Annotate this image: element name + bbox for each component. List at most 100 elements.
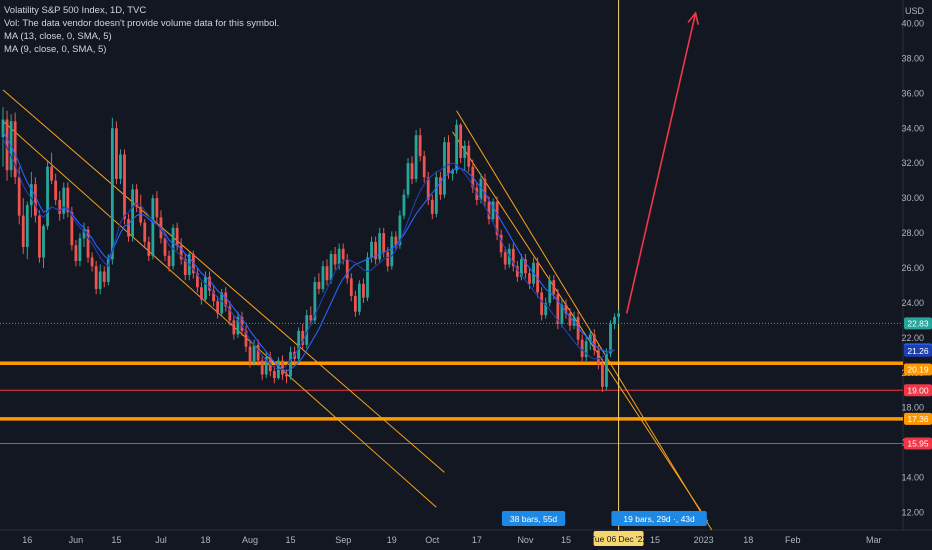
candle[interactable] (21, 198, 25, 255)
candle[interactable] (58, 191, 62, 221)
candle[interactable] (119, 149, 122, 185)
candle[interactable] (394, 231, 398, 251)
channel-1-lower[interactable] (2, 120, 437, 508)
candle[interactable] (568, 308, 572, 331)
candle[interactable] (511, 243, 515, 272)
candle[interactable] (272, 365, 276, 384)
candle[interactable] (94, 261, 98, 295)
candle[interactable] (548, 274, 552, 307)
candle[interactable] (42, 224, 45, 268)
candle[interactable] (487, 196, 491, 225)
candle[interactable] (139, 194, 143, 227)
candle[interactable] (183, 254, 187, 281)
candle[interactable] (609, 320, 612, 358)
candle[interactable] (491, 198, 495, 223)
candle[interactable] (426, 171, 430, 206)
candle[interactable] (499, 229, 503, 258)
candle[interactable] (62, 182, 66, 220)
candle[interactable] (439, 171, 442, 200)
candle[interactable] (524, 254, 527, 279)
arrow-shaft[interactable] (625, 12, 697, 314)
candle[interactable] (447, 135, 450, 179)
ma-9-line[interactable] (2, 138, 615, 370)
legend-ma-13[interactable]: MA (13, close, 0, SMA, 5) (4, 31, 112, 42)
candle[interactable] (374, 236, 377, 265)
candle[interactable] (378, 227, 382, 263)
candle[interactable] (410, 156, 414, 185)
candle[interactable] (358, 280, 361, 316)
candle[interactable] (244, 325, 248, 352)
candle[interactable] (317, 273, 321, 295)
candle[interactable] (418, 128, 422, 162)
candle[interactable] (196, 268, 199, 293)
candle[interactable] (232, 315, 236, 340)
channel-1-upper[interactable] (2, 89, 445, 473)
candle[interactable] (155, 191, 159, 223)
candle[interactable] (325, 259, 329, 286)
candle[interactable] (414, 130, 418, 183)
candle[interactable] (556, 288, 560, 330)
candle[interactable] (110, 117, 114, 265)
candle[interactable] (321, 261, 325, 293)
candle[interactable] (297, 327, 301, 363)
candle[interactable] (260, 355, 264, 380)
candle[interactable] (115, 121, 118, 185)
candle[interactable] (228, 301, 232, 326)
candle[interactable] (463, 140, 467, 171)
candle[interactable] (29, 171, 33, 218)
candle[interactable] (333, 247, 337, 270)
ma-13-line[interactable] (2, 131, 615, 372)
candle[interactable] (147, 236, 151, 262)
candle[interactable] (613, 313, 616, 330)
candle[interactable] (301, 323, 305, 351)
candle[interactable] (580, 334, 584, 363)
candle[interactable] (151, 194, 155, 260)
candle[interactable] (54, 173, 58, 206)
candle[interactable] (540, 287, 544, 321)
candle[interactable] (38, 210, 41, 263)
candle[interactable] (366, 252, 369, 302)
legend-volume[interactable]: Vol: The data vendor doesn't provide vol… (4, 18, 280, 29)
candle[interactable] (66, 182, 70, 218)
candle[interactable] (252, 339, 256, 366)
candle[interactable] (495, 196, 499, 241)
candle[interactable] (329, 250, 333, 284)
candle[interactable] (216, 295, 220, 319)
projection-arrow[interactable] (625, 11, 700, 314)
candle[interactable] (443, 137, 446, 199)
candle[interactable] (1, 107, 5, 167)
candle[interactable] (309, 306, 313, 326)
channel-2-lower[interactable] (452, 131, 709, 522)
candle[interactable] (212, 285, 215, 307)
legend-ma-9[interactable]: MA (9, close, 0, SMA, 5) (4, 44, 107, 55)
candle[interactable] (25, 201, 29, 260)
candle[interactable] (560, 299, 564, 328)
candle[interactable] (544, 297, 548, 319)
candle[interactable] (78, 233, 82, 267)
candle[interactable] (127, 213, 130, 242)
candle[interactable] (74, 240, 78, 267)
candle[interactable] (13, 112, 17, 185)
candle[interactable] (362, 278, 365, 303)
candle[interactable] (256, 339, 260, 366)
candle[interactable] (167, 250, 171, 272)
candle[interactable] (402, 189, 406, 220)
candle[interactable] (289, 346, 292, 380)
candle[interactable] (46, 161, 49, 230)
candle[interactable] (467, 140, 471, 172)
candle[interactable] (349, 273, 353, 302)
candle[interactable] (34, 177, 37, 223)
candle[interactable] (131, 184, 134, 242)
legend-title[interactable]: Volatility S&P 500 Index, 1D, TVC (4, 5, 147, 16)
candle[interactable] (90, 252, 94, 272)
candle[interactable] (86, 226, 90, 263)
channel-2-upper[interactable] (456, 110, 713, 531)
candle[interactable] (5, 110, 9, 181)
candle[interactable] (422, 150, 426, 183)
candle[interactable] (617, 309, 620, 324)
candle[interactable] (370, 236, 373, 263)
candle[interactable] (264, 351, 268, 379)
candle[interactable] (592, 329, 596, 356)
candle[interactable] (179, 238, 183, 265)
candle[interactable] (353, 290, 357, 317)
